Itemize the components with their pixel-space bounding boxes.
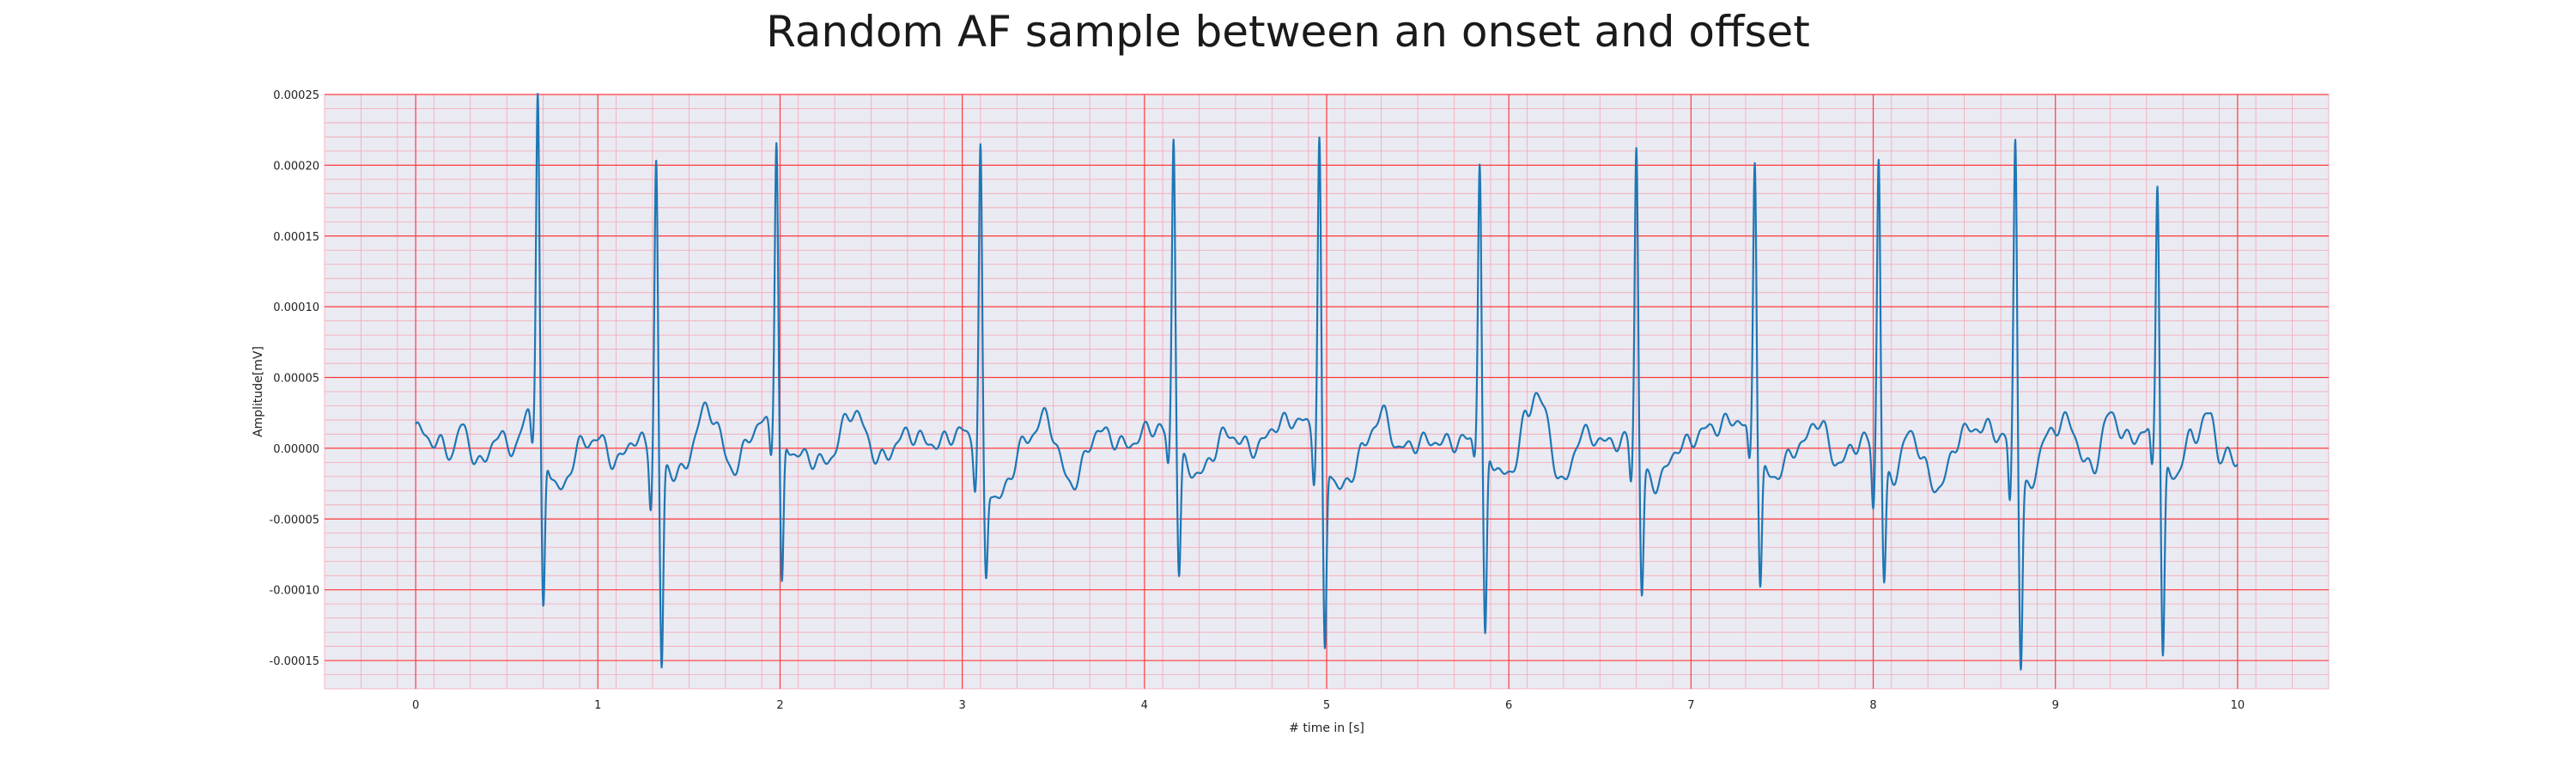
x-axis-ticks: 0 1 2 3 4 5 6 7 8 9 10 — [412, 699, 2245, 712]
y-tick-label: 0.00005 — [273, 373, 319, 386]
x-axis-label: # time in [s] — [1289, 721, 1364, 735]
x-tick-label: 2 — [776, 699, 783, 712]
y-tick-label: 0.00000 — [273, 443, 319, 456]
x-tick-label: 6 — [1505, 699, 1512, 712]
x-tick-label: 4 — [1141, 699, 1148, 712]
y-tick-label: 0.00010 — [273, 301, 319, 314]
x-tick-label: 5 — [1323, 699, 1330, 712]
y-tick-label: -0.00010 — [270, 585, 319, 598]
chart-title: Random AF sample between an onset and of… — [766, 7, 1810, 57]
major-grid — [325, 94, 2329, 689]
x-tick-label: 0 — [412, 699, 419, 712]
y-tick-label: 0.00025 — [273, 89, 319, 102]
y-tick-label: -0.00015 — [270, 655, 319, 668]
x-tick-label: 10 — [2231, 699, 2245, 712]
x-tick-label: 1 — [594, 699, 601, 712]
y-tick-label: 0.00015 — [273, 231, 319, 244]
x-tick-label: 7 — [1687, 699, 1694, 712]
y-axis-label: Amplitude[mV] — [252, 346, 265, 437]
y-axis-ticks: -0.00015 -0.00010 -0.00005 0.00000 0.00005 0.… — [270, 89, 319, 668]
y-tick-label: 0.00020 — [273, 160, 319, 173]
x-tick-label: 3 — [958, 699, 965, 712]
y-tick-label: -0.00005 — [270, 514, 319, 526]
x-tick-label: 8 — [1869, 699, 1876, 712]
x-tick-label: 9 — [2052, 699, 2059, 712]
ecg-trace — [415, 93, 2239, 671]
